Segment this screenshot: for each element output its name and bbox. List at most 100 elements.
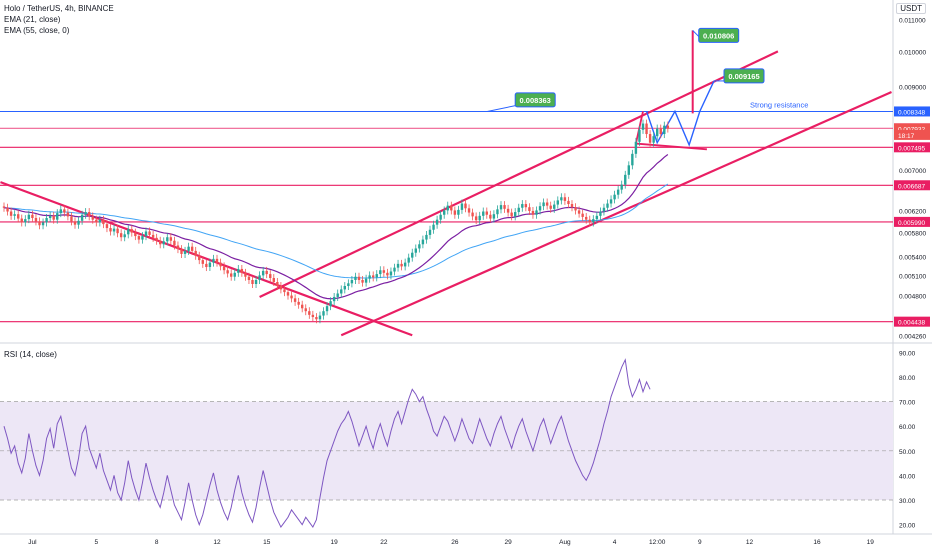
candle-body [38,221,41,226]
rsi-tick-label: 20.00 [899,523,916,530]
candle [354,272,357,285]
candle [620,180,623,194]
candle [631,149,634,170]
candle-body [198,255,201,261]
candle [45,214,48,227]
candle [389,267,393,280]
candle-body [631,153,634,166]
candle [38,217,41,230]
price-tick-label: 0.011000 [899,18,926,25]
candle-body [340,289,343,294]
candle [31,210,34,223]
candle-body [421,239,425,245]
candle-body [20,218,23,223]
candle [400,259,403,271]
candle [379,266,382,279]
price-badge [894,129,930,140]
candle-body [293,298,297,302]
candle [560,193,563,205]
candle-body [595,215,599,220]
candle [634,137,638,158]
currency-button[interactable]: USDT [896,3,926,14]
candle [91,212,94,224]
candle [215,254,219,267]
candle-body [66,212,70,217]
candle-body [624,174,627,185]
candle [556,196,559,209]
candle [478,211,481,225]
candle [624,170,627,189]
candle-body [176,245,180,250]
candle-body [588,219,591,223]
candle [510,208,513,221]
candle-body [531,210,535,215]
candle [382,266,386,277]
candle-body [265,270,268,275]
candle [130,225,133,237]
candle [226,266,229,278]
candle-body [361,280,364,283]
candle-body [389,271,393,276]
ema21-legend: EMA (21, close) [4,15,61,24]
candle-body [538,206,542,211]
candle-body [88,212,91,217]
price-tick-label: 0.005800 [899,231,926,238]
candle [581,209,584,221]
candle-body [112,228,116,232]
candle [293,294,297,306]
candle [84,208,87,219]
candle-body [247,276,251,281]
candle [340,285,343,298]
candle [585,212,588,224]
price-badge [894,216,930,227]
candle-body [148,231,151,235]
candle-body [506,208,510,213]
candle-body [215,258,219,263]
price-tick-label: 0.005100 [899,273,926,280]
candle-body [91,216,94,220]
candle [205,259,208,272]
candle [496,205,499,219]
candle-body [432,224,435,230]
time-tick-label: 12 [213,539,221,546]
candle [290,291,293,303]
candle [237,264,240,277]
candle [531,206,535,219]
candle-body [219,262,222,267]
ema21-line [3,153,669,300]
candle-body [357,276,361,281]
candle [471,208,474,221]
candle-body [570,204,574,208]
channel-upper-line [259,50,779,298]
candle-body [187,246,190,251]
time-tick-label: 19 [867,539,875,546]
candle [41,218,45,230]
candle-body [549,205,552,209]
candle-body [545,202,549,206]
candle-body [180,249,183,254]
candle [606,199,609,212]
candle-body [347,283,350,287]
candle [577,206,581,218]
candle-body [652,136,655,143]
candle [563,193,567,205]
candle-body [396,263,400,268]
candle [176,241,180,254]
candle-body [510,212,513,217]
time-tick-label: 9 [698,539,702,546]
candle-body [301,304,304,309]
symbol-legend: Holo / TetherUS, 4h, BINANCE [4,4,114,13]
candle-body [329,301,332,307]
time-tick-label: 8 [155,539,159,546]
candle-body [375,274,378,278]
candle [535,206,538,219]
candle [336,289,339,301]
candle-body [411,252,414,258]
candle-body [52,215,55,220]
candle [183,246,187,258]
candle [98,215,102,227]
candle-body [485,211,488,215]
candle-body [332,296,336,302]
candle [372,271,375,282]
candle-body [450,205,453,211]
